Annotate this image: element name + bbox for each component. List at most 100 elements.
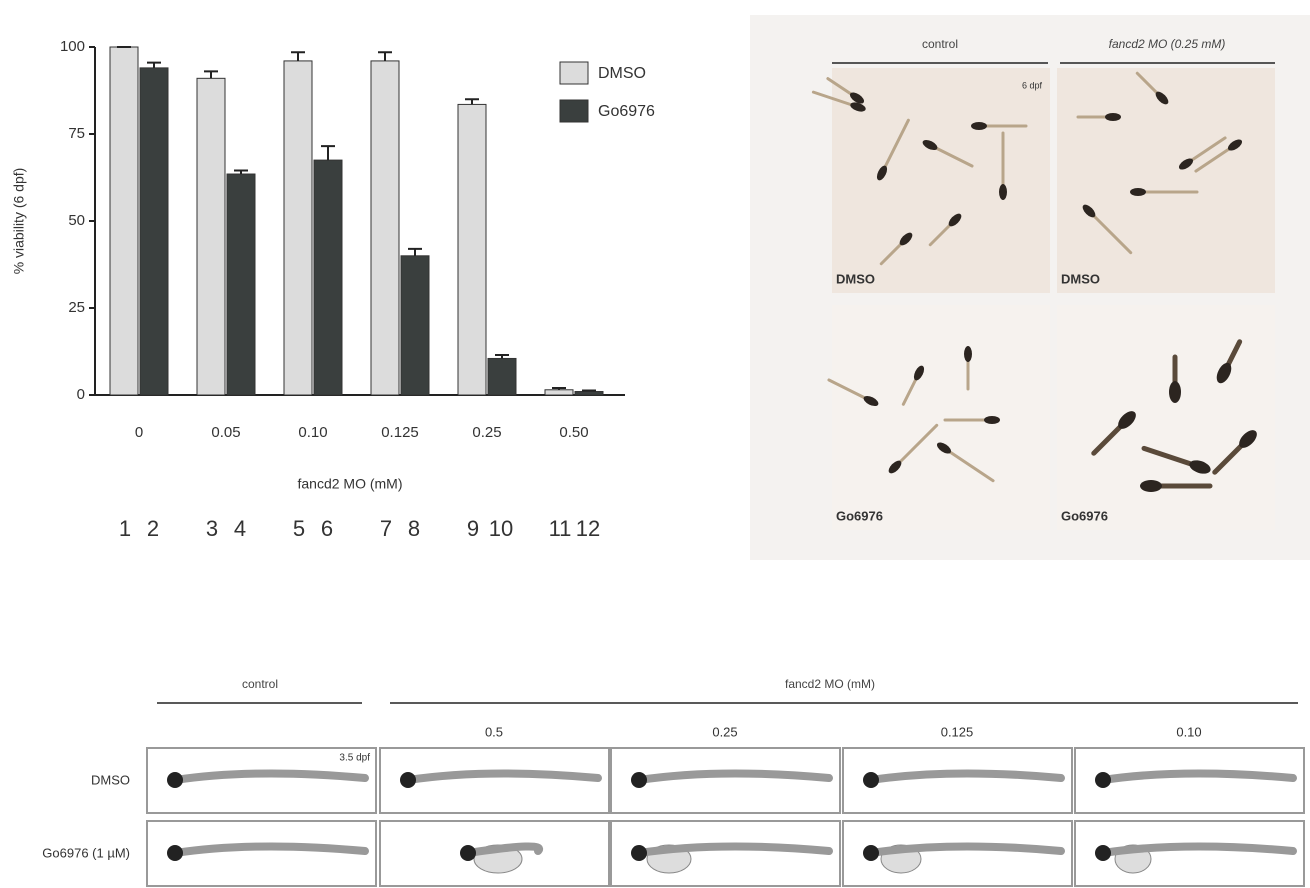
legend-swatch <box>559 61 589 85</box>
y-axis-label: % viability (6 dpf) <box>11 168 27 275</box>
fish-tail <box>942 446 995 483</box>
fish-head <box>913 365 925 381</box>
fish-head <box>936 442 952 454</box>
fish-head <box>971 122 987 130</box>
error-bar <box>234 169 248 175</box>
row-label: Go6976 (1 µM) <box>42 845 130 860</box>
lane-number: 4 <box>234 516 246 541</box>
larva-eye <box>167 845 183 861</box>
stage-label: 3.5 dpf <box>339 753 370 764</box>
bar <box>139 67 169 396</box>
y-tick-label: 75 <box>68 125 85 142</box>
bar <box>544 389 574 396</box>
dose-label: 0.10 <box>1176 724 1201 739</box>
photo-label: Go6976 <box>836 508 883 523</box>
lane-number: 12 <box>576 516 600 541</box>
lane-number: 11 <box>549 516 572 541</box>
lane-number: 7 <box>380 516 392 541</box>
larva-eye <box>1095 845 1111 861</box>
fish-head <box>850 102 866 112</box>
error-bar <box>582 389 596 392</box>
error-bar <box>321 145 335 161</box>
y-tick-label: 25 <box>68 299 85 316</box>
error-bar <box>552 387 566 390</box>
photo <box>832 68 1050 293</box>
fish-head <box>1105 113 1121 121</box>
error-bar <box>147 61 161 68</box>
x-tick-label: 0.05 <box>211 424 240 441</box>
lane-number: 1 <box>119 516 131 541</box>
error-bar <box>465 98 479 105</box>
fish-head <box>1178 158 1194 170</box>
photo-label: Go6976 <box>1061 508 1108 523</box>
lane-number: 2 <box>147 516 159 541</box>
dose-label: 0.5 <box>485 724 503 739</box>
fish-head <box>1155 91 1169 105</box>
x-tick-label: 0.25 <box>472 424 501 441</box>
larva-body <box>1099 842 1297 857</box>
fish-head <box>1239 430 1257 448</box>
legend-label: Go6976 <box>598 103 655 120</box>
bar <box>370 60 400 396</box>
fish-head <box>1169 381 1181 403</box>
fish-tail <box>880 118 910 175</box>
photo <box>379 820 610 887</box>
larva-body <box>635 769 833 784</box>
photo-label: DMSO <box>1061 271 1100 286</box>
dose-label: 0.25 <box>712 724 737 739</box>
fish-head <box>1082 204 1096 218</box>
fish-head <box>1189 460 1211 474</box>
photo <box>1057 68 1275 293</box>
larva-eye <box>400 772 416 788</box>
lane-number: 10 <box>489 516 513 541</box>
fish-head <box>1140 480 1162 492</box>
legend-swatch <box>559 99 589 123</box>
error-bar <box>378 51 392 61</box>
bar <box>109 46 139 396</box>
row-label: DMSO <box>91 772 130 787</box>
y-tick-label: 50 <box>68 212 85 229</box>
fish-head <box>922 139 938 151</box>
larva-body <box>171 769 369 784</box>
larva-body <box>635 842 833 857</box>
fish-head <box>1118 411 1136 429</box>
bar <box>457 103 487 396</box>
x-tick-label: 0.125 <box>381 424 419 441</box>
error-bar <box>408 247 422 256</box>
lane-number: 5 <box>293 516 305 541</box>
bar <box>226 173 256 396</box>
bar <box>574 391 604 396</box>
fish-head <box>888 460 902 474</box>
fish-head <box>1216 362 1232 384</box>
fish-head <box>1130 188 1146 196</box>
larva-eye <box>863 772 879 788</box>
larva-body <box>867 842 1065 857</box>
stage-label: 6 dpf <box>1022 80 1043 90</box>
error-bar <box>204 70 218 79</box>
panel-header: fancd2 MO (0.25 mM) <box>1109 37 1226 51</box>
fish-head <box>1227 139 1243 151</box>
larva-eye <box>460 845 476 861</box>
fish-tail <box>1087 209 1133 255</box>
legend-label: DMSO <box>598 65 646 82</box>
larva-eye <box>167 772 183 788</box>
lane-number: 9 <box>467 516 479 541</box>
x-axis-label: fancd2 MO (mM) <box>297 476 402 492</box>
x-tick-label: 0 <box>135 424 143 441</box>
fish-head <box>984 416 1000 424</box>
fish-head <box>849 92 865 104</box>
y-tick-label: 0 <box>77 386 85 403</box>
larva-body <box>404 769 602 784</box>
bar <box>313 159 343 396</box>
x-tick-label: 0.10 <box>298 424 327 441</box>
fish-head <box>948 213 962 227</box>
larva-eye <box>631 845 647 861</box>
dose-label: 0.125 <box>941 724 974 739</box>
fish-head <box>999 184 1007 200</box>
larva-body <box>1099 769 1297 784</box>
bar <box>487 357 517 396</box>
error-bar <box>495 353 509 359</box>
larva-eye <box>863 845 879 861</box>
lane-number: 3 <box>206 516 218 541</box>
